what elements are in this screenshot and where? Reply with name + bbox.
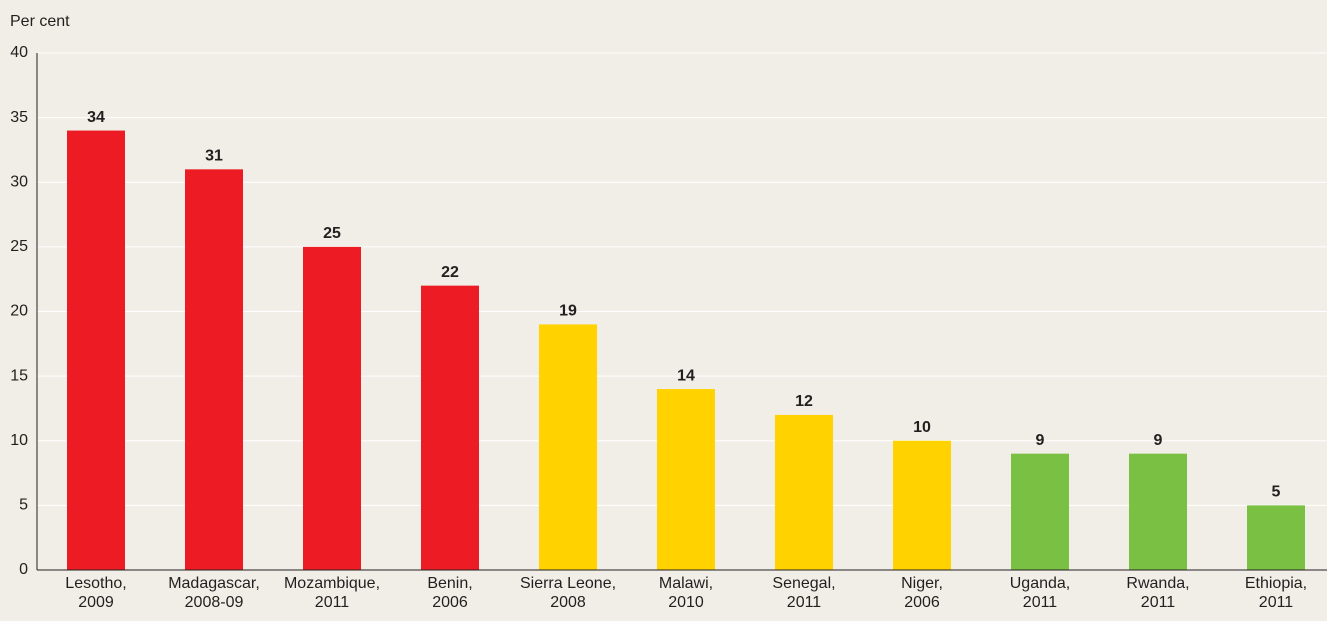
x-tick-label: Mozambique, 2011: [284, 575, 380, 611]
bar: [421, 285, 479, 570]
x-tick-label: Malawi, 2010: [659, 575, 713, 611]
value-label: 14: [677, 367, 695, 384]
bar: [1129, 453, 1187, 570]
y-tick-label: 20: [10, 303, 28, 320]
bar: [657, 389, 715, 570]
bar: [67, 130, 125, 571]
value-label: 19: [559, 303, 577, 320]
bar: [1011, 453, 1069, 570]
value-label: 22: [441, 264, 459, 281]
value-label: 10: [913, 419, 931, 436]
y-tick-label: 5: [19, 497, 28, 514]
bar: [185, 169, 243, 570]
value-label: 31: [205, 148, 223, 165]
y-tick-label: 10: [10, 432, 28, 449]
x-tick-label: Senegal, 2011: [772, 575, 835, 611]
x-tick-label: Niger, 2006: [901, 575, 943, 611]
x-tick-label: Benin, 2006: [427, 575, 472, 611]
value-label: 12: [795, 393, 813, 410]
y-tick-label: 0: [19, 561, 28, 578]
x-tick-label: Ethiopia, 2011: [1245, 575, 1307, 611]
value-label: 9: [1036, 432, 1045, 449]
bar: [303, 246, 361, 570]
x-tick-label: Sierra Leone, 2008: [520, 575, 616, 611]
y-axis-label: Per cent: [10, 13, 70, 30]
x-tick-label: Rwanda, 2011: [1126, 575, 1189, 611]
x-tick-label: Lesotho, 2009: [65, 575, 126, 611]
y-tick-label: 25: [10, 238, 28, 255]
y-tick-label: 15: [10, 367, 28, 384]
y-tick-label: 35: [10, 109, 28, 126]
bar: [1247, 505, 1305, 570]
value-label: 5: [1272, 484, 1281, 501]
value-label: 25: [323, 225, 341, 242]
x-tick-label: Madagascar, 2008-09: [168, 575, 260, 611]
x-tick-label: Uganda, 2011: [1010, 575, 1071, 611]
y-tick-label: 40: [10, 44, 28, 61]
y-tick-label: 30: [10, 173, 28, 190]
value-label: 34: [87, 109, 105, 126]
value-label: 9: [1154, 432, 1163, 449]
bar: [539, 324, 597, 570]
bar: [775, 414, 833, 570]
bar: [893, 440, 951, 570]
